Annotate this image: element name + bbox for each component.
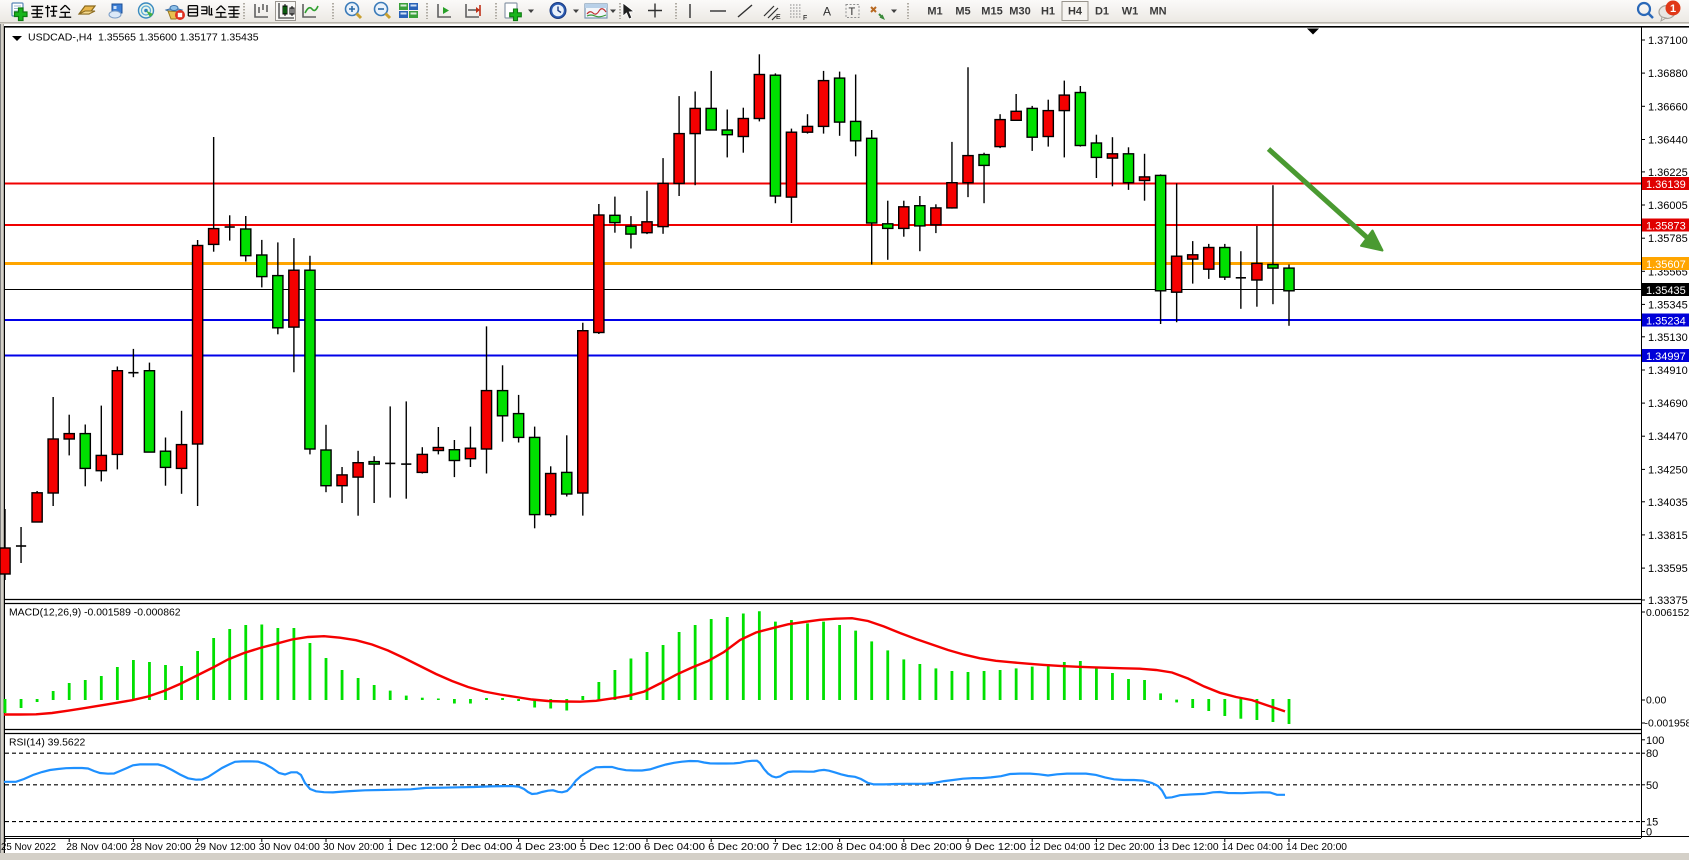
svg-text:9 Dec 12:00: 9 Dec 12:00 — [965, 842, 1026, 853]
svg-text:12 Dec 04:00: 12 Dec 04:00 — [1029, 842, 1090, 853]
svg-text:28 Nov 20:00: 28 Nov 20:00 — [130, 842, 191, 853]
svg-text:MN: MN — [1149, 6, 1166, 18]
svg-text:6 Dec 04:00: 6 Dec 04:00 — [644, 842, 705, 853]
svg-text:1.34035: 1.34035 — [1648, 497, 1688, 509]
svg-text:1.37100: 1.37100 — [1648, 35, 1688, 47]
svg-text:D1: D1 — [1095, 6, 1109, 18]
svg-text:M1: M1 — [927, 6, 942, 18]
svg-text:1.36225: 1.36225 — [1648, 167, 1688, 179]
svg-text:28 Nov 04:00: 28 Nov 04:00 — [66, 842, 127, 853]
svg-text:100: 100 — [1646, 735, 1664, 747]
svg-text:A: A — [823, 5, 831, 19]
svg-text:1.35873: 1.35873 — [1646, 221, 1686, 233]
svg-text:1 Dec 12:00: 1 Dec 12:00 — [387, 842, 448, 853]
svg-text:H1: H1 — [1041, 6, 1055, 18]
svg-text:W1: W1 — [1122, 6, 1139, 18]
svg-text:MACD(12,26,9) -0.001589 -0.000: MACD(12,26,9) -0.001589 -0.000862 — [9, 608, 181, 619]
svg-text:RSI(14) 39.5622: RSI(14) 39.5622 — [9, 738, 85, 749]
svg-text:8 Dec 20:00: 8 Dec 20:00 — [901, 842, 962, 853]
svg-text:1.35130: 1.35130 — [1648, 332, 1688, 344]
svg-text:1.34250: 1.34250 — [1648, 464, 1688, 476]
svg-text:13 Dec 12:00: 13 Dec 12:00 — [1158, 842, 1219, 853]
svg-text:E: E — [776, 14, 781, 21]
svg-text:1.36139: 1.36139 — [1646, 179, 1686, 191]
svg-text:30 Nov 04:00: 30 Nov 04:00 — [259, 842, 320, 853]
svg-text:1.34910: 1.34910 — [1648, 365, 1688, 377]
svg-text:29 Nov 12:00: 29 Nov 12:00 — [195, 842, 256, 853]
svg-text:1.35785: 1.35785 — [1648, 233, 1688, 245]
svg-text:1.34690: 1.34690 — [1648, 398, 1688, 410]
svg-text:M15: M15 — [981, 6, 1002, 18]
svg-text:1: 1 — [1670, 3, 1676, 15]
svg-text:4 Dec 23:00: 4 Dec 23:00 — [516, 842, 577, 853]
svg-text:1.35607: 1.35607 — [1646, 259, 1686, 271]
svg-text:2 Dec 04:00: 2 Dec 04:00 — [451, 842, 512, 853]
svg-text:0.00: 0.00 — [1646, 696, 1666, 707]
svg-text:12 Dec 20:00: 12 Dec 20:00 — [1093, 842, 1154, 853]
svg-text:0: 0 — [1646, 827, 1652, 839]
svg-text:50: 50 — [1646, 780, 1658, 792]
svg-text:1.33815: 1.33815 — [1648, 530, 1688, 542]
svg-text:M5: M5 — [955, 6, 970, 18]
svg-text:6 Dec 20:00: 6 Dec 20:00 — [708, 842, 769, 853]
svg-text:14 Dec 04:00: 14 Dec 04:00 — [1222, 842, 1283, 853]
svg-text:1.36005: 1.36005 — [1648, 200, 1688, 212]
svg-text:1.33595: 1.33595 — [1648, 563, 1688, 575]
svg-text:F: F — [803, 15, 807, 22]
svg-text:-0.001958: -0.001958 — [1645, 719, 1689, 730]
svg-text:0.006152: 0.006152 — [1646, 608, 1689, 619]
svg-text:M30: M30 — [1009, 6, 1030, 18]
svg-text:USDCAD-,H4 1.35565 1.35600 1.: USDCAD-,H4 1.35565 1.35600 1.35177 1.354… — [28, 32, 259, 44]
svg-text:1.35345: 1.35345 — [1648, 299, 1688, 311]
svg-text:7 Dec 12:00: 7 Dec 12:00 — [772, 842, 833, 853]
svg-text:80: 80 — [1646, 748, 1658, 760]
svg-text:14 Dec 20:00: 14 Dec 20:00 — [1286, 842, 1347, 853]
svg-text:1.36660: 1.36660 — [1648, 101, 1688, 113]
svg-text:1.36440: 1.36440 — [1648, 135, 1688, 147]
svg-text:1.35234: 1.35234 — [1646, 316, 1686, 328]
svg-text:1.34997: 1.34997 — [1646, 351, 1686, 363]
svg-text:1.36880: 1.36880 — [1648, 68, 1688, 80]
svg-text:1.35435: 1.35435 — [1646, 285, 1686, 297]
svg-text:30 Nov 20:00: 30 Nov 20:00 — [323, 842, 384, 853]
svg-text:15: 15 — [1646, 817, 1658, 829]
svg-text:1.33375: 1.33375 — [1648, 595, 1688, 607]
svg-text:8 Dec 04:00: 8 Dec 04:00 — [837, 842, 898, 853]
svg-text:5 Dec 12:00: 5 Dec 12:00 — [580, 842, 641, 853]
svg-text:H4: H4 — [1068, 6, 1083, 18]
svg-text:T: T — [849, 6, 856, 18]
svg-text:25 Nov 2022: 25 Nov 2022 — [1, 842, 56, 853]
svg-text:1.34470: 1.34470 — [1648, 431, 1688, 443]
